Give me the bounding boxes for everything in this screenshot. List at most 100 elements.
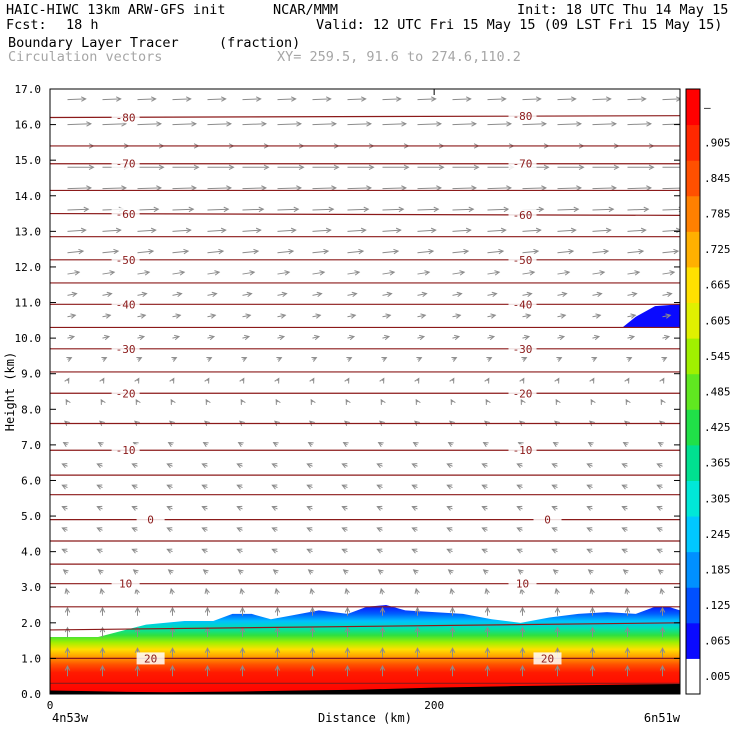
wind-vector-shaft xyxy=(382,98,401,101)
colorbar-label: .185 xyxy=(704,563,731,576)
wind-vector-head xyxy=(309,587,315,594)
wind-vector xyxy=(341,505,348,511)
wind-vector-head xyxy=(179,270,186,276)
wind-vector-head xyxy=(255,96,262,102)
wind-vector-head xyxy=(624,647,631,653)
wind-vector-head xyxy=(74,270,81,276)
wind-vector xyxy=(207,270,221,276)
wind-vector xyxy=(272,441,279,448)
wind-vector-head xyxy=(624,587,630,594)
wind-vector-head xyxy=(307,441,314,448)
wind-vector xyxy=(522,96,542,102)
wind-vector xyxy=(662,96,680,102)
wind-vector-head xyxy=(236,463,243,469)
wind-vector xyxy=(312,291,323,298)
wind-vector-head xyxy=(449,664,456,671)
wind-vector xyxy=(592,206,615,213)
wind-vector-shaft xyxy=(557,314,566,318)
wind-vector-head xyxy=(516,484,523,490)
wind-vector-shaft xyxy=(67,271,80,275)
wind-vector-head xyxy=(185,227,192,234)
wind-vector-shaft xyxy=(557,293,567,296)
wind-vector-shaft xyxy=(662,293,672,296)
wind-vector xyxy=(239,647,246,659)
wind-vector-shaft xyxy=(592,336,600,339)
wind-vector xyxy=(207,164,235,171)
wind-vector xyxy=(102,227,122,234)
wind-vector-shaft xyxy=(277,98,296,101)
wind-vector-head xyxy=(296,185,303,191)
wind-vector-head xyxy=(140,313,147,319)
wind-vector-shaft xyxy=(102,98,121,101)
wind-vector xyxy=(376,463,383,469)
wind-vector-head xyxy=(446,505,453,511)
wind-vector xyxy=(484,377,490,384)
wind-vector-head xyxy=(201,527,208,533)
wind-vector xyxy=(277,291,288,298)
wind-vector xyxy=(592,270,606,276)
colorbar-label: – xyxy=(704,101,711,114)
wind-vector-head xyxy=(656,527,663,533)
wind-vector-head xyxy=(468,206,475,213)
wind-vector xyxy=(344,647,351,659)
wind-vector-head xyxy=(276,356,283,362)
wind-vector xyxy=(240,398,246,405)
wind-vector-head xyxy=(306,463,313,469)
wind-vector xyxy=(487,334,496,341)
isotherm-label-bg xyxy=(508,444,537,457)
wind-vector-head xyxy=(183,248,190,255)
wind-vector xyxy=(656,505,663,511)
wind-vector xyxy=(377,569,384,575)
wind-vector xyxy=(382,185,408,191)
wind-vector xyxy=(452,164,480,171)
wind-vector-head xyxy=(191,185,198,191)
wind-vector-shaft xyxy=(627,229,646,232)
wind-vector-head xyxy=(428,248,435,255)
wind-vector xyxy=(312,270,326,276)
wind-vector xyxy=(662,123,680,126)
wind-vector-head xyxy=(65,398,71,405)
wind-vector xyxy=(551,484,558,490)
wind-vector-shaft xyxy=(242,314,251,318)
wind-vector-head xyxy=(420,313,427,319)
wind-vector-head xyxy=(261,185,268,191)
wind-vector-head xyxy=(594,334,601,341)
wind-vector-head xyxy=(621,505,628,511)
wind-vector-shaft xyxy=(487,336,495,339)
wind-vector xyxy=(172,270,186,276)
wind-vector-shaft xyxy=(277,187,301,190)
wind-vector-head xyxy=(169,587,175,594)
wind-vector-shaft xyxy=(522,123,546,126)
wind-vector xyxy=(341,548,348,554)
wind-vector xyxy=(166,463,173,469)
wind-vector xyxy=(414,647,421,659)
tracer-upper-feature xyxy=(622,304,680,328)
wind-vector-head xyxy=(204,377,210,384)
wind-vector-head xyxy=(398,206,405,213)
wind-vector-head xyxy=(218,248,225,255)
isotherm-label: -10 xyxy=(116,444,136,457)
wind-vector-head xyxy=(115,96,122,102)
wind-vector-head xyxy=(271,505,278,511)
wind-vector-head xyxy=(526,291,533,298)
wind-vector-head xyxy=(436,185,443,191)
wind-vector-head xyxy=(424,270,431,276)
wind-vector-head xyxy=(274,647,281,653)
wind-vector-head xyxy=(586,527,593,533)
wind-vector-shaft xyxy=(452,314,461,318)
wind-vector-head xyxy=(71,291,78,298)
wind-vector xyxy=(344,664,351,677)
wind-vector xyxy=(382,121,408,127)
wind-vector-shaft xyxy=(522,187,546,190)
wind-vector xyxy=(102,96,122,102)
wind-vector-head xyxy=(414,420,420,427)
wind-vector-head xyxy=(589,377,595,384)
wind-vector-shaft xyxy=(172,314,181,318)
wind-vector-head xyxy=(99,626,106,633)
wind-vector-head xyxy=(624,606,631,613)
wind-vector xyxy=(411,484,418,490)
wind-vector-head xyxy=(354,270,361,276)
wind-vector-head xyxy=(659,587,665,594)
wind-vector xyxy=(131,463,138,469)
wind-vector-shaft xyxy=(592,123,616,126)
